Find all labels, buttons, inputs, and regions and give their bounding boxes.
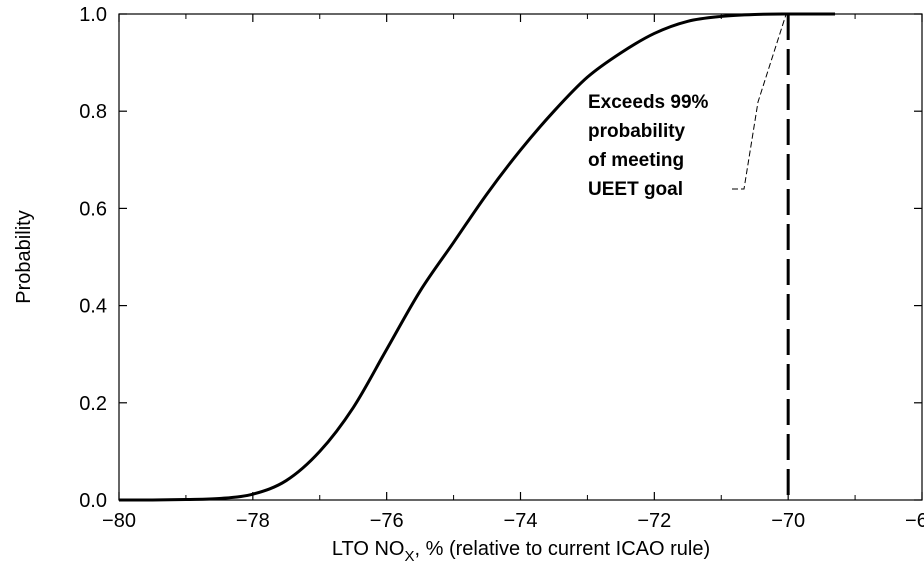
- x-axis-label-pre: LTO NO: [332, 538, 405, 560]
- annotation-text-line: of meeting: [588, 150, 684, 171]
- y-tick-label: 0.4: [79, 296, 107, 318]
- x-tick-label: −76: [370, 510, 404, 532]
- series-layer: [118, 12, 836, 502]
- y-axis-label: Probability: [13, 210, 35, 303]
- probability-curve: [118, 12, 836, 502]
- x-tick-label: −72: [637, 510, 671, 532]
- y-tick-label: 0.0: [79, 490, 107, 512]
- y-tick-label: 1.0: [79, 4, 107, 26]
- annotation-layer: Exceeds 99% probability of meeting UEET goa…: [588, 13, 787, 200]
- annotation-text-line: Exceeds 99%: [588, 92, 709, 113]
- plot-frame: [118, 13, 923, 501]
- y-tick-label: 0.2: [79, 393, 107, 415]
- annotation-text-line: probability: [588, 121, 686, 142]
- y-tick-label: 0.8: [79, 101, 107, 123]
- x-axis-label-post: , % (relative to current ICAO rule): [414, 538, 710, 560]
- y-tick-label: 0.6: [79, 198, 107, 220]
- x-axis-label: LTO NOX, % (relative to current ICAO rul…: [332, 538, 710, 565]
- annotation-leader-line: [732, 13, 787, 190]
- x-tick-label: −78: [236, 510, 270, 532]
- x-tick-label: −80: [102, 510, 136, 532]
- x-tick-label: −70: [771, 510, 805, 532]
- ticks-layer: −80 −78 −76 −74 −72 −70 −68 0.0 0.2 0.4 0.6 0.8 1.0: [79, 4, 924, 532]
- x-axis-label-sub: X: [404, 548, 414, 565]
- x-tick-label: −68: [905, 510, 924, 532]
- annotation-text-line: UEET goal: [588, 179, 683, 200]
- x-tick-label: −74: [504, 510, 538, 532]
